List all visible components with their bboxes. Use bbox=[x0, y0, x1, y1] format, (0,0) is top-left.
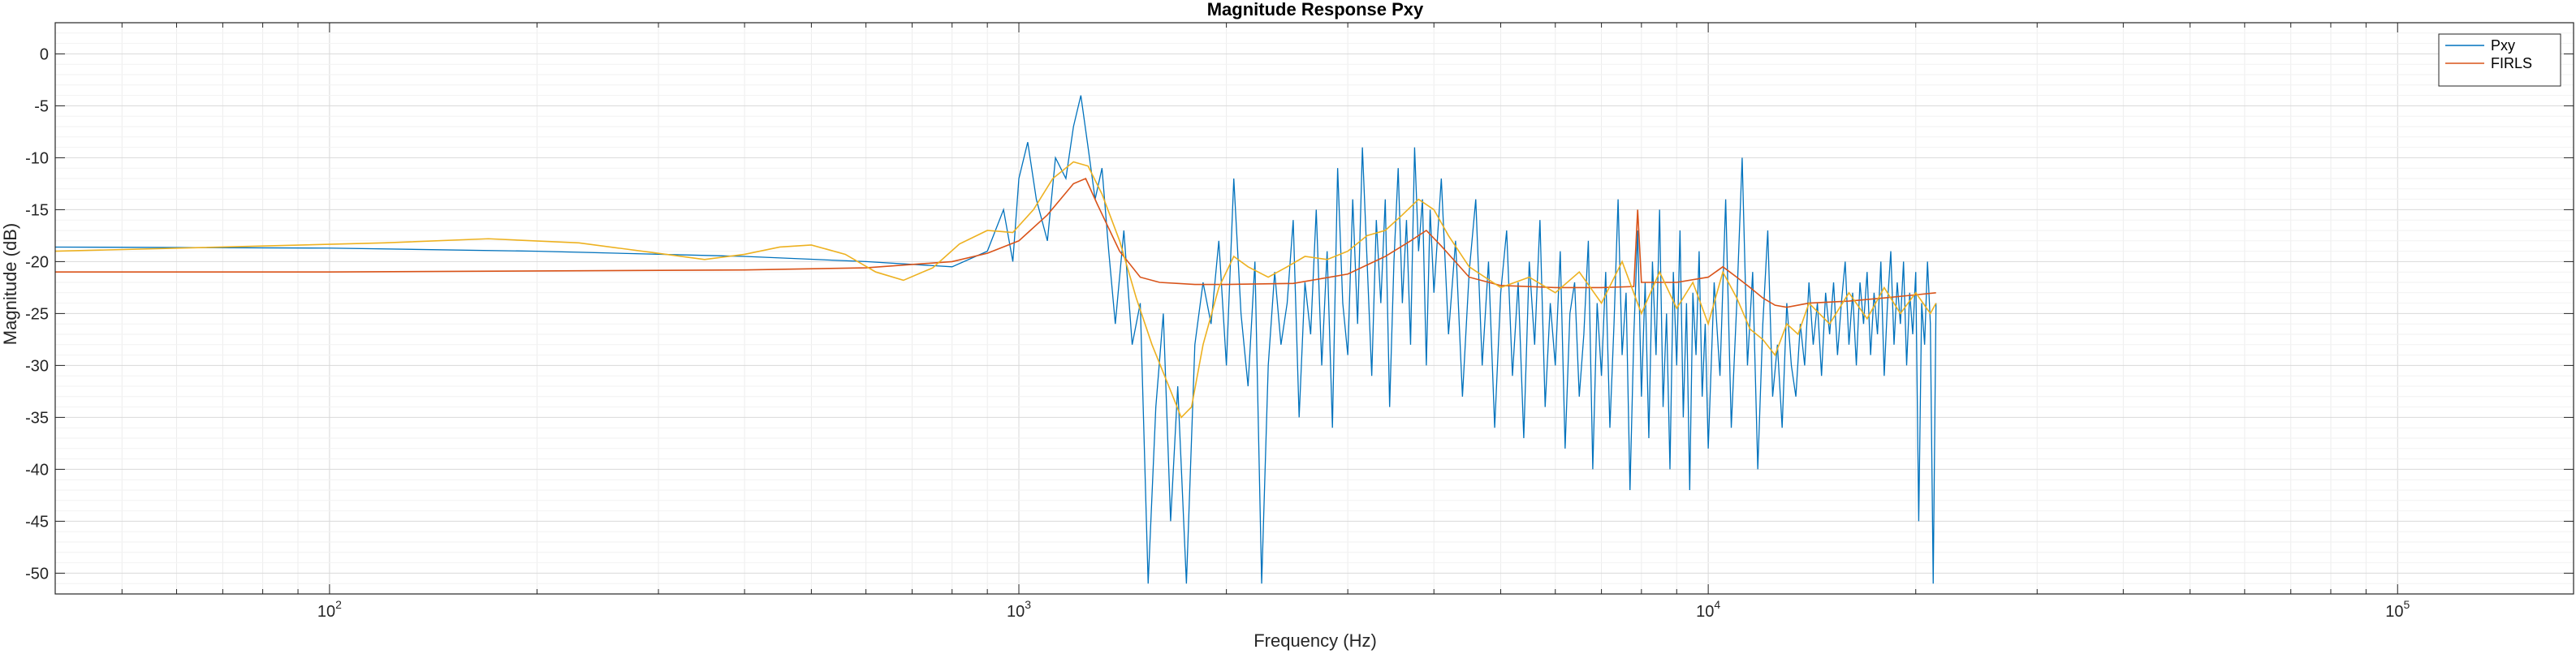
y-tick-label: -25 bbox=[25, 305, 49, 323]
chart-title: Magnitude Response Pxy bbox=[1207, 0, 1424, 19]
grid bbox=[54, 22, 2574, 595]
y-tick-label: -45 bbox=[25, 513, 49, 531]
legend-label: FIRLS bbox=[2491, 55, 2532, 71]
series-layer bbox=[55, 95, 1937, 584]
y-tick-label: -35 bbox=[25, 409, 49, 427]
y-axis-label: Magnitude (dB) bbox=[0, 223, 20, 345]
y-tick-label: 0 bbox=[40, 45, 49, 63]
y-tick-label: -15 bbox=[25, 201, 49, 219]
legend-box bbox=[2438, 33, 2561, 87]
x-tick-label: 105 bbox=[2385, 598, 2410, 621]
y-tick-label: -10 bbox=[25, 149, 49, 167]
y-tick-label: -5 bbox=[34, 97, 49, 115]
legend-label: Pxy bbox=[2491, 37, 2515, 54]
series-line-pxy bbox=[55, 95, 1937, 584]
y-tick-label: -40 bbox=[25, 461, 49, 479]
y-tick-label: -30 bbox=[25, 357, 49, 375]
ticks: 102 103 104 105 0 -5 -10 -15 -20 -25 -30 -35 -40 -45 -… bbox=[25, 23, 2574, 621]
y-tick-label: -50 bbox=[25, 565, 49, 583]
series-line-series-3 bbox=[55, 161, 1937, 419]
x-axis-label: Frequency (Hz) bbox=[1253, 630, 1377, 651]
series-line-firls bbox=[55, 177, 1936, 308]
x-tick-label: 104 bbox=[1696, 598, 1720, 621]
x-tick-label: 103 bbox=[1007, 598, 1031, 621]
plot-frame bbox=[54, 22, 2574, 595]
y-tick-label: -20 bbox=[25, 253, 49, 271]
x-tick-label: 102 bbox=[317, 598, 342, 621]
